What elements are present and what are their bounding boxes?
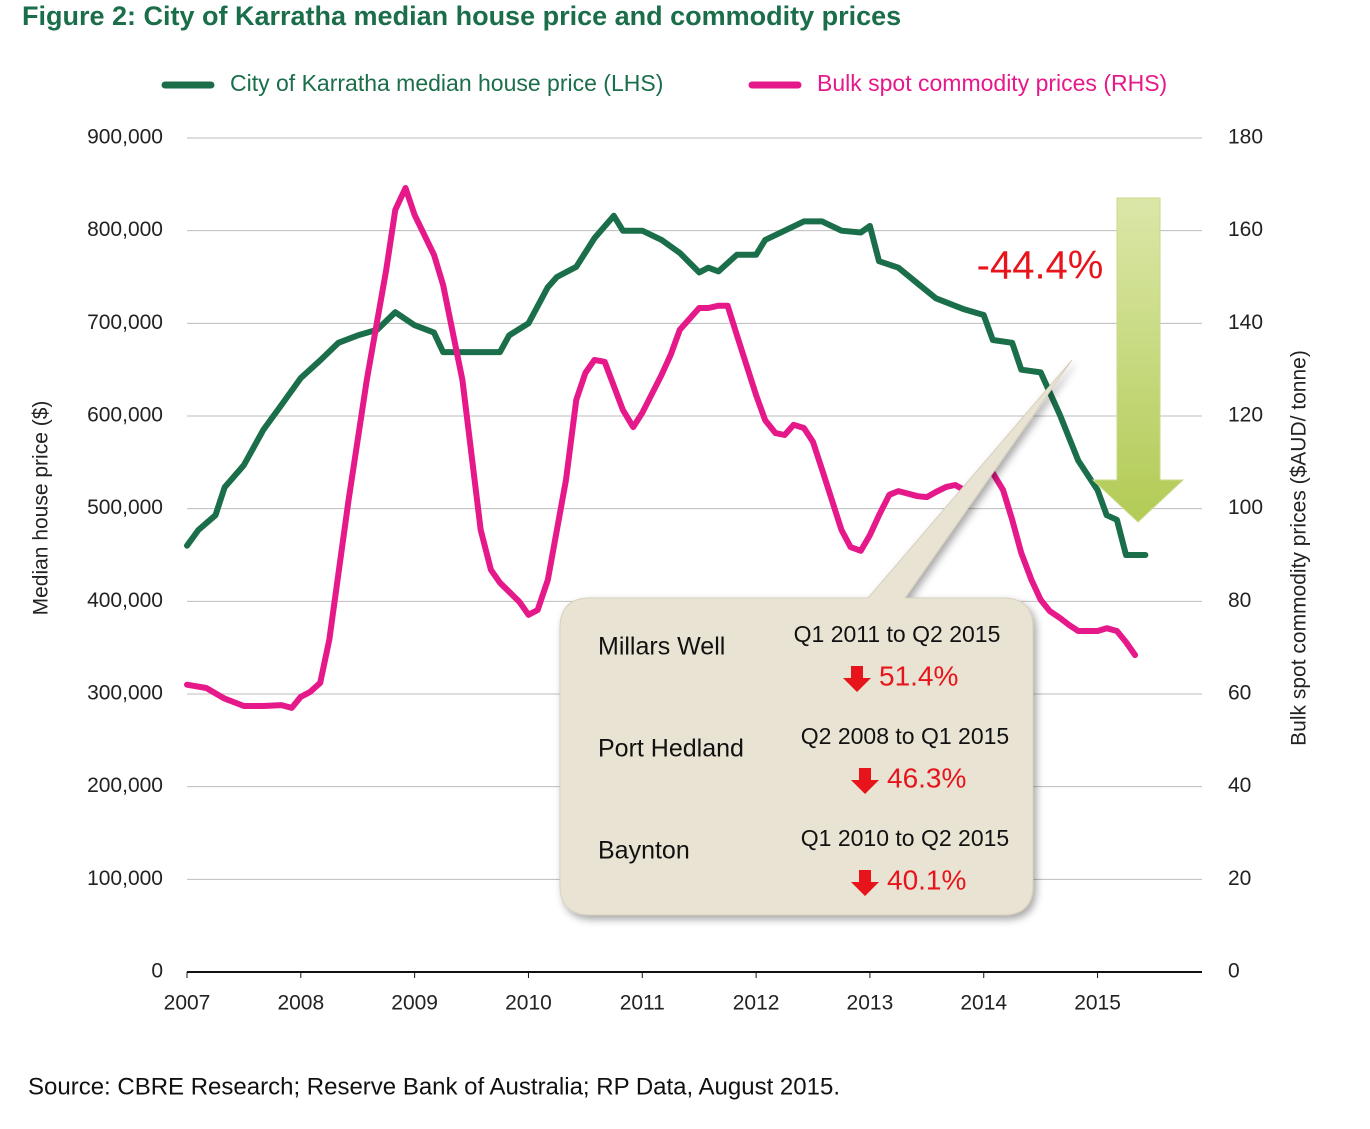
y-tick-label: 600,000 bbox=[87, 404, 163, 427]
x-tick-label: 2008 bbox=[277, 992, 324, 1015]
y-tick-label: 300,000 bbox=[87, 682, 163, 705]
callout-change: 51.4% bbox=[879, 660, 958, 691]
series-line bbox=[184, 212, 1149, 558]
y2-tick-label: 20 bbox=[1228, 867, 1251, 890]
decline-arrow bbox=[1091, 197, 1185, 523]
y-tick-label: 900,000 bbox=[87, 126, 163, 149]
y-tick-label: 0 bbox=[151, 960, 163, 983]
chart-title: Figure 2: City of Karratha median house … bbox=[22, 1, 901, 31]
x-tick-label: 2012 bbox=[733, 992, 780, 1015]
y2-tick-label: 0 bbox=[1228, 960, 1240, 983]
y2-tick-label: 40 bbox=[1228, 774, 1251, 797]
x-tick-label: 2014 bbox=[960, 992, 1007, 1015]
x-tick-label: 2009 bbox=[391, 992, 438, 1015]
callout-change: 40.1% bbox=[887, 864, 966, 895]
series-line bbox=[184, 185, 1139, 711]
callout-content: Millars Well Q1 2011 to Q2 2015 51.4% Port … bbox=[598, 621, 1009, 896]
x-tick-label: 2011 bbox=[620, 992, 665, 1015]
callout-period: Q1 2011 to Q2 2015 bbox=[794, 621, 1001, 647]
down-arrow-icon bbox=[851, 870, 879, 896]
y2-tick-label: 180 bbox=[1228, 126, 1263, 149]
y2-tick-label: 120 bbox=[1228, 404, 1263, 427]
callout-period: Q1 2010 to Q2 2015 bbox=[801, 825, 1009, 851]
x-tick-label: 2015 bbox=[1074, 992, 1121, 1015]
y2-tick-label: 160 bbox=[1228, 218, 1263, 241]
y2-tick-label: 100 bbox=[1228, 496, 1263, 519]
legend-label: Bulk spot commodity prices (RHS) bbox=[817, 70, 1167, 96]
x-tick-label: 2010 bbox=[505, 992, 552, 1015]
callout-period: Q2 2008 to Q1 2015 bbox=[801, 723, 1009, 749]
source-note: Source: CBRE Research; Reserve Bank of A… bbox=[28, 1073, 840, 1100]
y-tick-label: 500,000 bbox=[87, 496, 163, 519]
y2-tick-label: 140 bbox=[1228, 311, 1263, 334]
y-tick-label: 800,000 bbox=[87, 218, 163, 241]
y-tick-label: 400,000 bbox=[87, 589, 163, 612]
callout-name: Millars Well bbox=[598, 633, 725, 661]
callout-box bbox=[559, 359, 1073, 916]
x-tick-label: 2013 bbox=[847, 992, 894, 1015]
y-axis-label: Median house price ($) bbox=[30, 401, 53, 616]
y2-tick-label: 80 bbox=[1228, 589, 1251, 612]
legend-label: City of Karratha median house price (LHS… bbox=[230, 70, 663, 96]
x-tick-label: 2007 bbox=[164, 992, 211, 1015]
callout-name: Port Hedland bbox=[598, 735, 744, 763]
y2-tick-label: 60 bbox=[1228, 682, 1251, 705]
y2-axis-label: Bulk spot commodity prices ($AUD/ tonne) bbox=[1288, 350, 1311, 746]
y-tick-label: 200,000 bbox=[87, 774, 163, 797]
decline-annotation: -44.4% bbox=[977, 244, 1104, 288]
callout-name: Baynton bbox=[598, 837, 690, 865]
y-tick-label: 700,000 bbox=[87, 311, 163, 334]
down-arrow-icon bbox=[843, 666, 871, 692]
down-arrow-icon bbox=[851, 768, 879, 794]
lines bbox=[184, 185, 1149, 711]
callout-change: 46.3% bbox=[887, 762, 966, 793]
y-tick-label: 100,000 bbox=[87, 867, 163, 890]
